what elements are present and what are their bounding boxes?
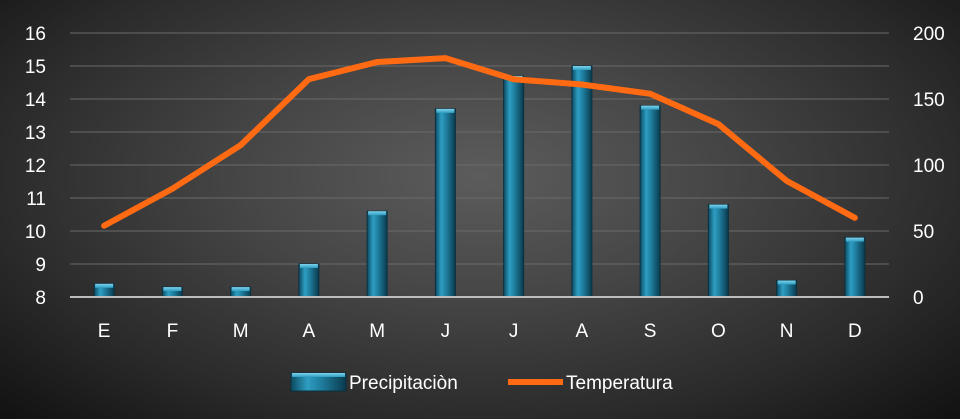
legend-swatch-precipitacion-top [292, 373, 345, 377]
precipitation-bar [298, 263, 320, 298]
x-tick-label: A [576, 321, 589, 342]
x-tick-label: D [848, 321, 862, 342]
x-tick-label: E [98, 321, 111, 342]
temperature-line [101, 55, 858, 229]
precipitation-bar-top [299, 264, 318, 268]
x-tick-label: J [441, 321, 451, 342]
legend-label-precipitacion: Precipitaciòn [349, 373, 458, 394]
y-left-tick-label: 14 [25, 90, 47, 111]
precipitation-bar-top [95, 283, 114, 288]
x-tick-label: J [509, 321, 519, 342]
axes: 8 9 10 11 12 13 14 15 16 0 50 100 150 200 E F M A M J J A S O N D [25, 24, 945, 342]
y-left-tick-label: 15 [25, 57, 46, 78]
y-left-tick-label: 10 [25, 222, 46, 243]
y-right-tick-label: 100 [913, 156, 945, 177]
x-tick-label: A [303, 321, 316, 342]
precipitation-bar-top [572, 66, 591, 70]
legend: Precipitaciòn Temperatura [290, 372, 673, 394]
precipitation-bar [639, 105, 661, 298]
x-tick-label: O [711, 321, 726, 342]
y-left-tick-label: 13 [25, 123, 46, 144]
precipitation-bars [93, 65, 866, 298]
precipitation-bar [844, 237, 866, 298]
y-right-tick-label: 200 [913, 24, 945, 45]
x-tick-label: F [167, 321, 179, 342]
x-tick-label: M [233, 321, 249, 342]
precipitation-bar-top [777, 280, 796, 285]
precipitation-bar [366, 210, 388, 298]
precipitation-bar-top [368, 211, 387, 216]
y-left-tick-label: 9 [35, 255, 46, 276]
legend-label-temperatura: Temperatura [566, 373, 673, 394]
precipitation-bar [707, 204, 729, 298]
precipitation-bar-top [163, 287, 182, 292]
y-right-tick-label: 50 [913, 222, 934, 243]
precipitation-bar-top [845, 237, 864, 242]
precipitation-bar-top [709, 204, 728, 209]
precipitation-bar [434, 108, 456, 298]
y-left-tick-label: 8 [35, 288, 46, 309]
x-tick-label: M [369, 321, 385, 342]
y-right-tick-label: 150 [913, 90, 945, 111]
precipitation-bar-top [231, 287, 250, 292]
x-tick-label: N [780, 321, 794, 342]
y-left-tick-label: 11 [26, 189, 46, 210]
precipitation-bar-top [436, 108, 455, 113]
temperature-line-group [101, 55, 858, 229]
precipitation-bar [503, 75, 525, 298]
precipitation-bar-top [641, 105, 660, 110]
y-left-tick-label: 12 [25, 156, 46, 177]
x-tick-label: S [644, 321, 657, 342]
precipitation-bar [571, 65, 593, 298]
y-right-tick-label: 0 [913, 288, 924, 309]
y-left-tick-label: 16 [25, 24, 46, 45]
